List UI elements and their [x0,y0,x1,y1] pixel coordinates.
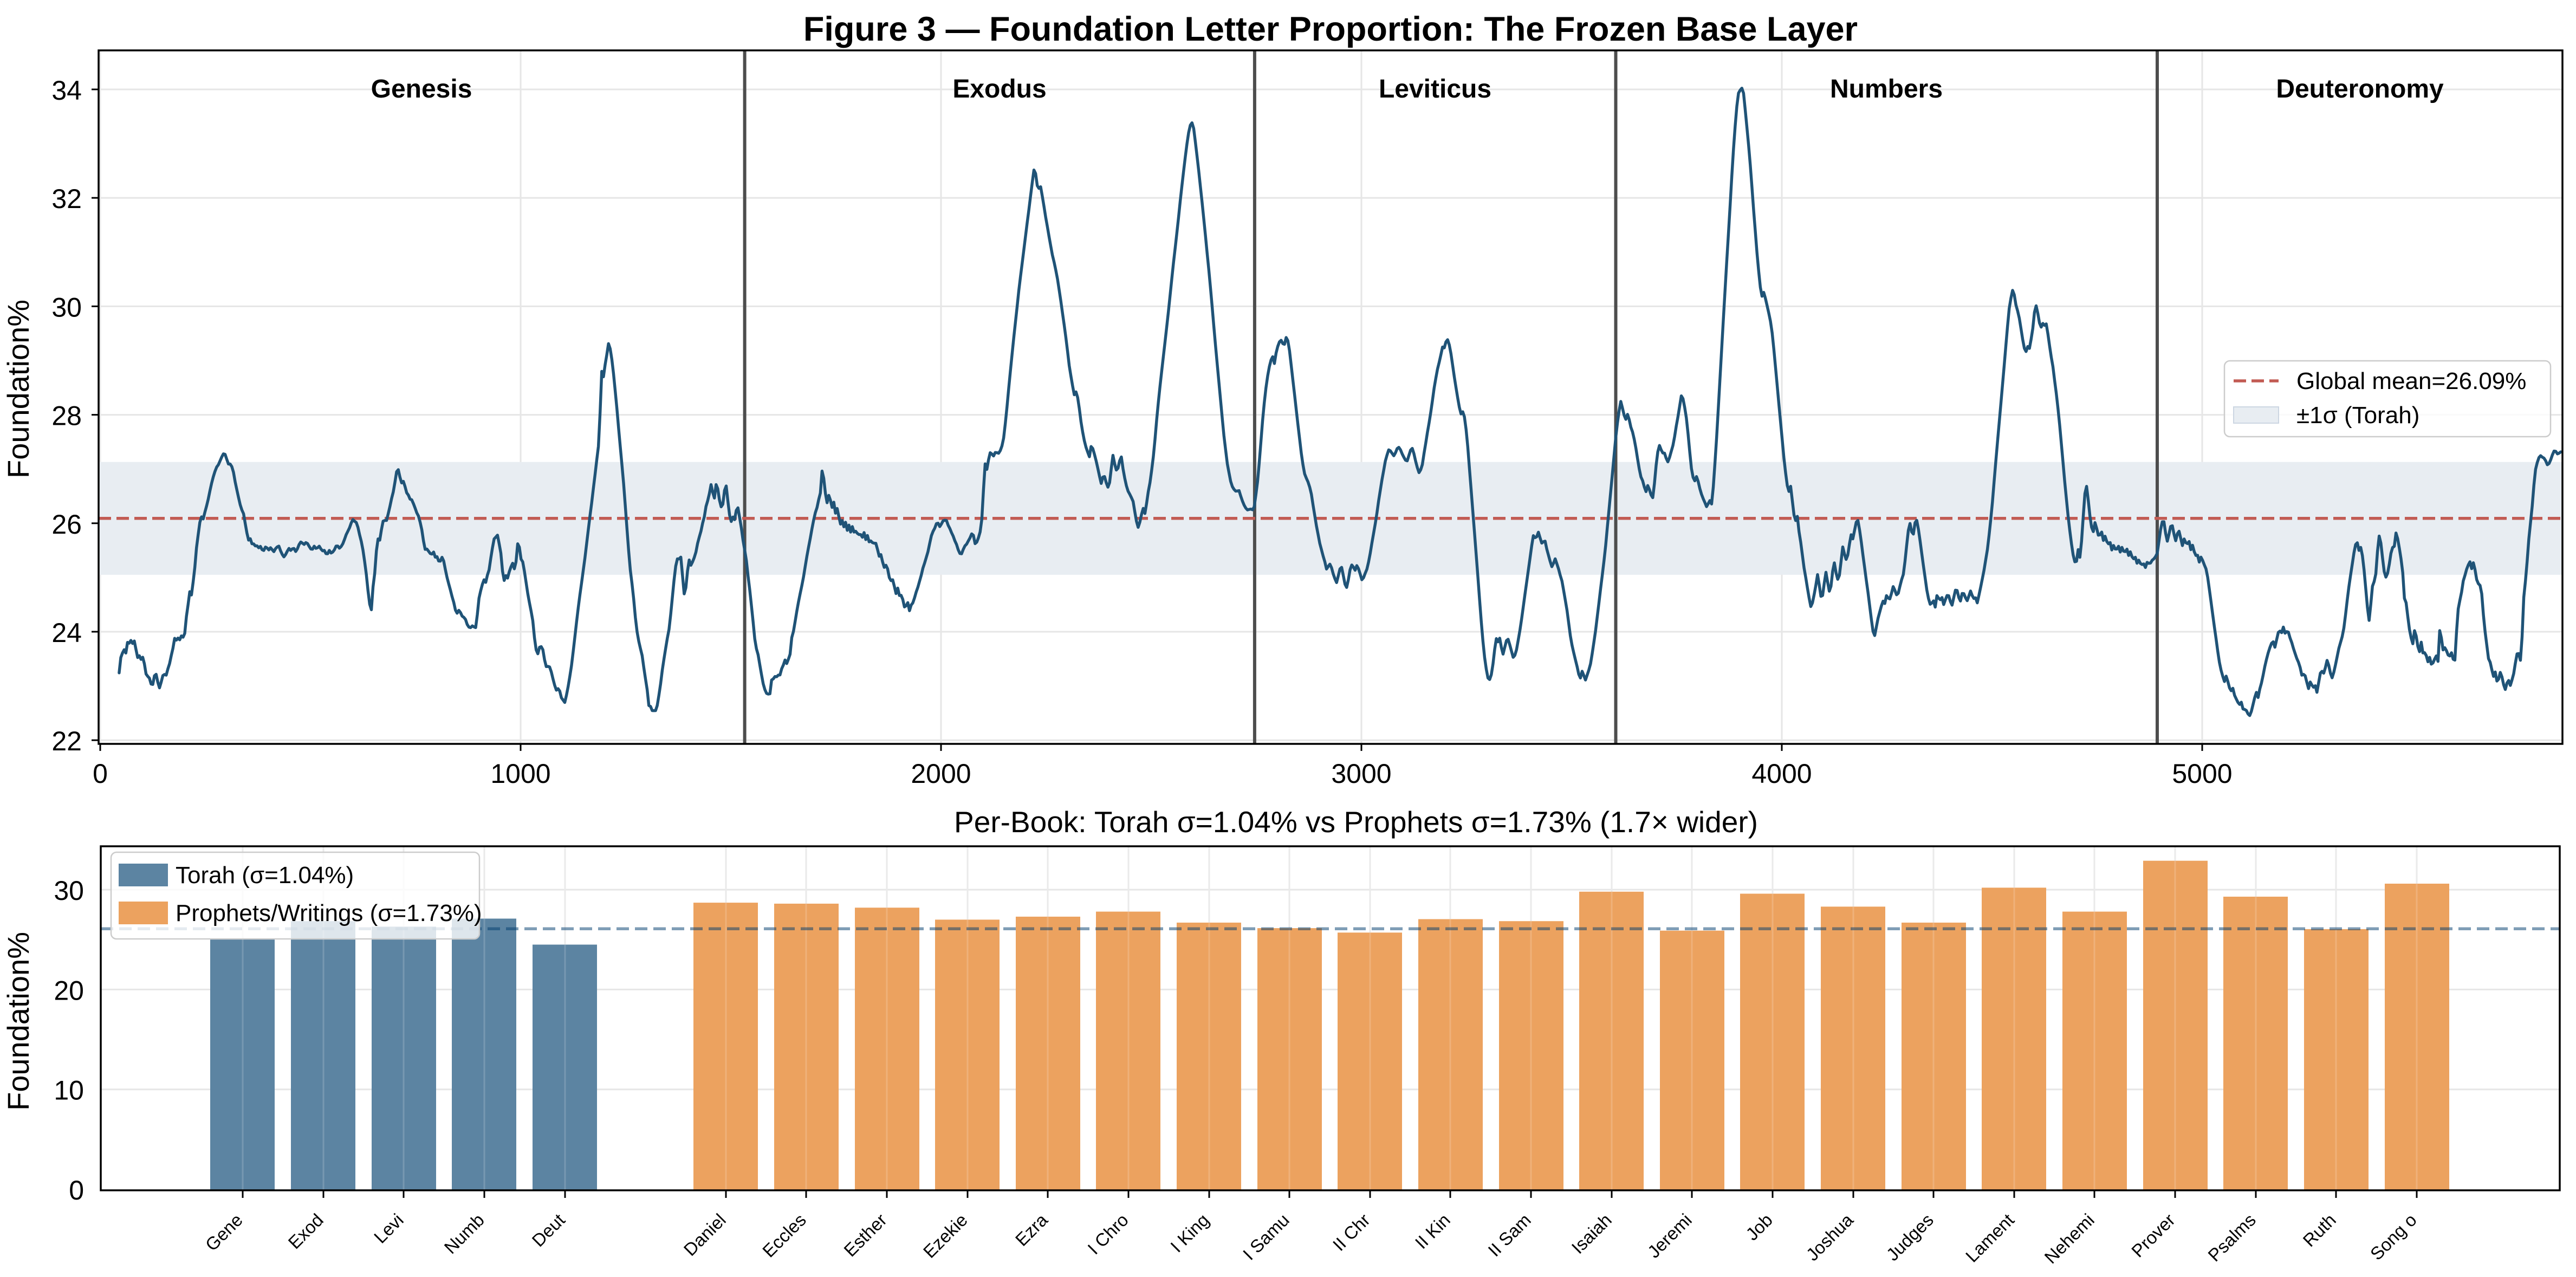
svg-text:10: 10 [54,1075,84,1106]
svg-text:1000: 1000 [490,759,550,789]
svg-text:Per-Book: Torah σ=1.04% vs Pro: Per-Book: Torah σ=1.04% vs Prophets σ=1.… [954,805,1758,839]
svg-text:5000: 5000 [2172,759,2232,789]
svg-text:2000: 2000 [911,759,971,789]
svg-text:Numbers: Numbers [1830,75,1943,103]
svg-text:0: 0 [93,759,108,789]
svg-text:Genesis: Genesis [371,75,472,103]
svg-text:30: 30 [54,876,84,906]
svg-text:32: 32 [51,184,82,214]
svg-text:0: 0 [69,1175,84,1205]
svg-text:Figure 3 — Foundation Letter P: Figure 3 — Foundation Letter Proportion:… [803,10,1858,48]
svg-text:34: 34 [51,75,82,106]
svg-text:Foundation%: Foundation% [1,932,35,1111]
svg-text:Foundation%: Foundation% [1,300,35,478]
svg-text:Leviticus: Leviticus [1379,75,1491,103]
svg-text:Prophets/Writings (σ=1.73%): Prophets/Writings (σ=1.73%) [176,900,482,926]
svg-text:Deuteronomy: Deuteronomy [2276,75,2444,103]
svg-text:4000: 4000 [1751,759,1812,789]
svg-text:20: 20 [54,975,84,1006]
svg-text:26: 26 [51,509,82,540]
svg-text:22: 22 [51,726,82,756]
svg-text:3000: 3000 [1331,759,1391,789]
svg-text:Torah (σ=1.04%): Torah (σ=1.04%) [176,862,354,889]
svg-text:24: 24 [51,618,82,648]
svg-text:Global mean=26.09%: Global mean=26.09% [2296,368,2526,394]
svg-text:30: 30 [51,292,82,322]
svg-text:28: 28 [51,401,82,431]
svg-text:±1σ (Torah): ±1σ (Torah) [2296,402,2419,429]
svg-text:Exodus: Exodus [952,75,1046,103]
